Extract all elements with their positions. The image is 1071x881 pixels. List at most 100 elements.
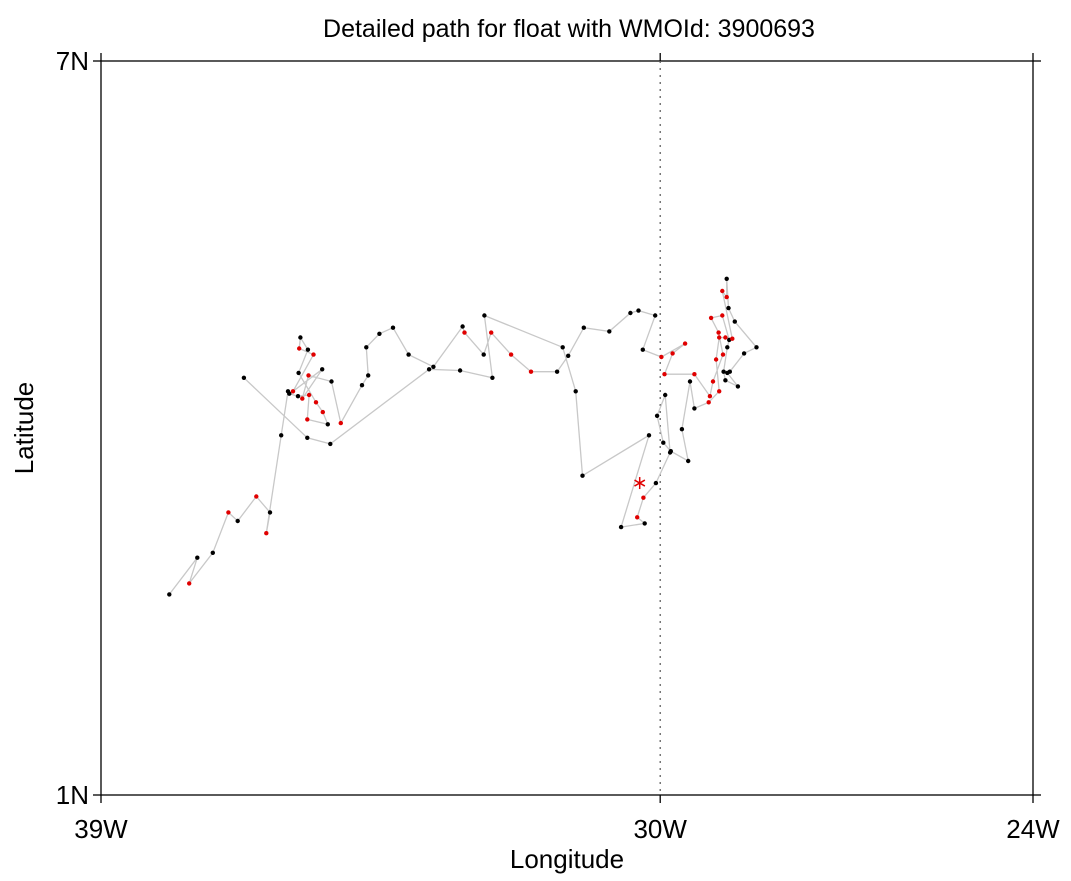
position-point — [706, 400, 711, 405]
x-tick-label: 30W — [633, 814, 687, 844]
position-point — [682, 341, 688, 346]
position-point — [462, 330, 467, 335]
position-point — [264, 531, 269, 536]
position-point — [636, 308, 641, 313]
position-point — [195, 555, 200, 560]
position-point — [490, 375, 495, 380]
position-point — [328, 441, 333, 447]
position-point — [167, 592, 172, 597]
position-point — [306, 373, 311, 378]
position-point — [311, 352, 316, 357]
position-point — [329, 379, 334, 384]
position-point — [721, 369, 726, 374]
position-point — [457, 368, 463, 373]
position-point — [713, 357, 719, 362]
chart-title: Detailed path for float with WMOId: 3900… — [323, 15, 815, 43]
position-point — [406, 352, 411, 357]
position-point — [618, 524, 624, 530]
position-point — [235, 518, 240, 524]
position-point — [298, 335, 303, 340]
position-point — [300, 396, 305, 401]
position-point — [305, 417, 310, 422]
end-star-marker — [634, 477, 646, 490]
end-marker — [634, 477, 646, 490]
x-axis-label: Longitude — [510, 844, 624, 874]
position-point — [254, 494, 259, 499]
track-line — [168, 278, 758, 595]
position-point — [426, 367, 432, 372]
position-point — [305, 347, 311, 352]
position-point — [241, 375, 247, 380]
position-point — [187, 581, 192, 586]
position-point — [653, 480, 659, 486]
position-point — [670, 351, 675, 356]
position-point — [659, 354, 664, 360]
position-point — [720, 288, 725, 294]
position-point — [305, 435, 310, 440]
position-point — [640, 347, 645, 352]
position-point — [635, 515, 640, 520]
position-point — [320, 367, 325, 372]
y-tick-label: 7N — [56, 46, 89, 76]
position-point — [692, 372, 697, 377]
position-point — [431, 364, 436, 369]
position-point — [724, 276, 729, 281]
position-point — [580, 473, 585, 478]
position-point — [287, 391, 292, 396]
position-point — [741, 351, 747, 356]
position-point — [489, 330, 494, 335]
position-point — [732, 319, 737, 324]
position-point — [717, 389, 722, 394]
position-point — [641, 495, 646, 500]
position-point — [573, 389, 578, 394]
position-point — [642, 521, 647, 526]
position-point — [662, 372, 667, 377]
position-point — [325, 422, 330, 427]
position-point — [366, 373, 371, 378]
position-point — [727, 369, 732, 374]
position-point — [267, 510, 273, 515]
position-point — [295, 394, 301, 399]
position-point — [482, 313, 487, 318]
position-point — [377, 331, 382, 336]
position-point — [679, 427, 685, 432]
plot-frame — [100, 60, 1034, 796]
position-point — [390, 325, 396, 330]
position-point — [707, 394, 713, 399]
x-tick-label: 39W — [74, 814, 128, 844]
position-point — [297, 346, 302, 351]
position-point — [717, 335, 722, 340]
position-point — [686, 458, 691, 464]
float-track — [168, 278, 758, 595]
y-axis-label: Latitude — [9, 382, 39, 475]
position-point — [735, 384, 741, 389]
position-point — [481, 352, 486, 357]
position-point — [359, 383, 365, 388]
position-point — [667, 450, 673, 455]
position-point — [210, 550, 215, 555]
position-point — [628, 310, 633, 316]
position-point — [663, 392, 668, 398]
position-point — [708, 315, 714, 321]
position-point — [710, 379, 716, 384]
x-tick-label: 24W — [1006, 814, 1060, 844]
position-point — [364, 345, 369, 350]
position-point — [723, 378, 728, 383]
position-point — [313, 400, 319, 405]
position-point — [654, 413, 660, 418]
position-point — [306, 392, 312, 398]
position-point — [320, 409, 325, 415]
position-point — [687, 379, 693, 384]
position-point — [508, 352, 514, 357]
position-point — [720, 352, 726, 357]
position-point — [720, 313, 725, 318]
position-point — [646, 433, 652, 438]
position-point — [730, 336, 735, 341]
position-point — [338, 420, 343, 426]
position-point — [653, 313, 658, 318]
position-point — [460, 324, 465, 329]
position-point — [566, 353, 571, 358]
axis-ticks — [93, 53, 1041, 803]
position-point — [724, 294, 729, 300]
